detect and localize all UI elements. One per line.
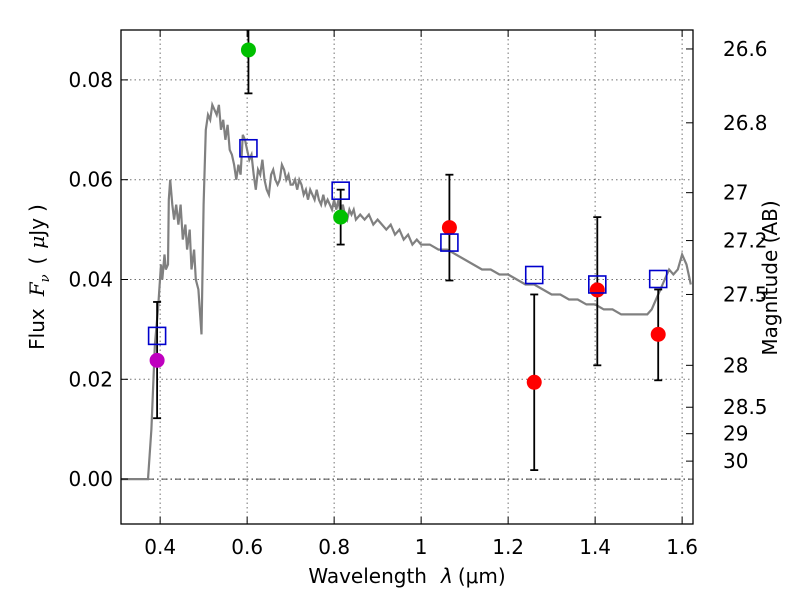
magnitude-axis-ticks: 26.6 26.8 27 27.2 27.5 28 28.5 29 30 [686, 37, 768, 473]
y-tick-label: 0.04 [68, 267, 113, 291]
observed-point [526, 374, 542, 390]
magnitude-tick-label: 26.6 [723, 37, 768, 61]
model-point [524, 265, 544, 285]
x-tick-label: 0.4 [144, 535, 176, 559]
y-tick-label: 0.06 [68, 168, 113, 192]
plot-frame [120, 29, 694, 525]
observed-point [333, 209, 349, 225]
magnitude-tick-label: 29 [723, 422, 748, 446]
errorbar-layer [153, 30, 663, 472]
y-axis-label: FluxFν(μJy) [25, 204, 53, 350]
model-point [331, 181, 350, 200]
x-tick-label: 1.2 [492, 535, 524, 559]
magnitude-tick-label: 26.8 [723, 111, 768, 135]
model-point [588, 275, 607, 294]
x-tick-label: 1.4 [579, 535, 611, 559]
model-point [648, 269, 668, 289]
x-tick-label: 1 [415, 535, 428, 559]
x-axis-label: Wavelength λ (μm) [308, 564, 505, 588]
model-spectrum-line [121, 100, 692, 481]
x-tick-label: 1.6 [666, 535, 698, 559]
observed-point [650, 326, 666, 342]
observed-point [589, 282, 605, 298]
model-point [147, 326, 167, 346]
model-points [147, 138, 668, 346]
observed-point [240, 42, 256, 58]
observed-point [441, 220, 457, 236]
model-point [440, 233, 459, 252]
x-tick-label: 0.8 [318, 535, 350, 559]
y-tick-label: 0.00 [68, 467, 113, 491]
observed-points [149, 42, 666, 390]
right-axis-label: Magnitude (AB) [758, 200, 782, 355]
magnitude-tick-label: 27.2 [723, 229, 768, 253]
magnitude-tick-label: 27.5 [723, 282, 768, 306]
y-tick-label: 0.08 [68, 68, 113, 92]
x-axis-ticks: 0.4 0.6 0.8 1 1.2 1.4 1.6 [144, 30, 698, 559]
y-axis-ticks: 0.00 0.02 0.04 0.06 0.08 [68, 68, 128, 491]
grid-layer [121, 30, 693, 524]
magnitude-tick-label: 30 [723, 449, 748, 473]
model-point [239, 138, 258, 158]
observed-point [149, 352, 165, 368]
magnitude-tick-label: 28 [723, 353, 748, 377]
x-tick-label: 0.6 [231, 535, 263, 559]
y-tick-label: 0.02 [68, 367, 113, 391]
magnitude-tick-label: 28.5 [723, 395, 768, 419]
magnitude-tick-label: 27 [723, 181, 748, 205]
